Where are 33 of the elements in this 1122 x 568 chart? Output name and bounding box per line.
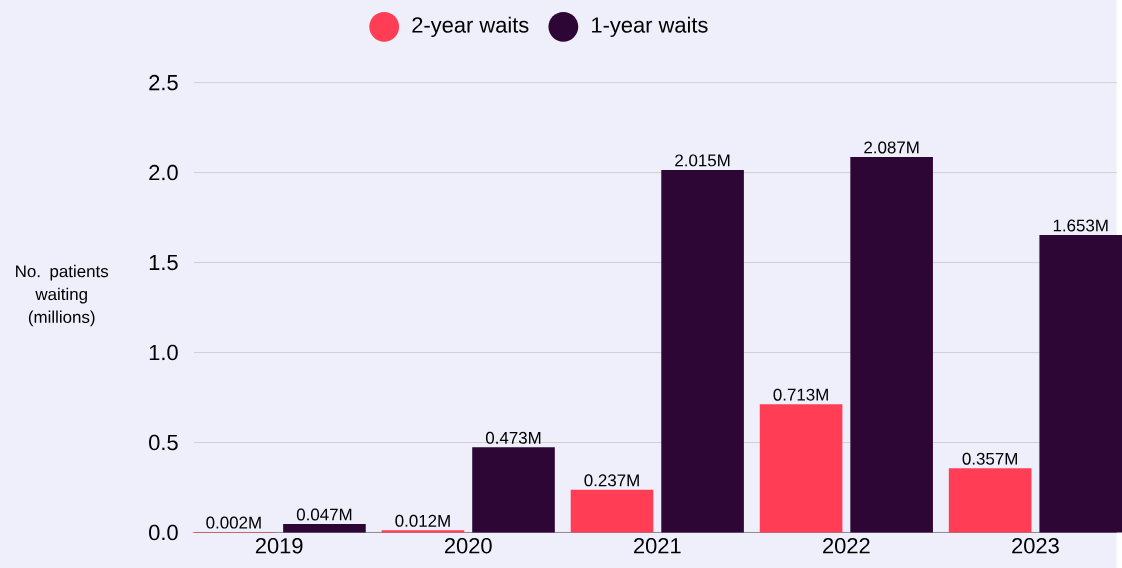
data-label: 0.237M (584, 474, 639, 487)
y-tick-label: 2.0 (149, 164, 178, 181)
y-tick-label: 0.5 (149, 434, 178, 451)
y-tick-label: 1.0 (149, 344, 178, 361)
bar (948, 468, 1032, 533)
bar (472, 447, 555, 533)
x-tick-label: 2020 (444, 537, 492, 554)
data-label: 0.357M (962, 452, 1017, 465)
x-tick-label: 2021 (634, 537, 681, 554)
legend-label: 1-year waits (592, 16, 708, 37)
bar (759, 404, 843, 533)
data-label: 0.473M (485, 431, 541, 444)
data-label: 1.653M (1053, 219, 1108, 232)
y-tick-label: 0.0 (149, 524, 178, 541)
y-tick-label: 2.5 (149, 74, 178, 91)
data-label: 0.002M (206, 516, 261, 529)
data-label: 0.047M (296, 508, 352, 521)
y-tick-label: 1.5 (149, 254, 178, 271)
bar (661, 169, 744, 533)
bar (850, 156, 933, 533)
y-axis-title: No. patients waiting (millions) (16, 264, 109, 327)
bar (1039, 234, 1122, 533)
bar (570, 489, 654, 533)
data-label: 0.713M (773, 388, 828, 401)
bar (283, 523, 366, 533)
x-tick-label: 2022 (823, 537, 870, 554)
data-label: 2.015M (675, 154, 730, 167)
legend-label: 2-year waits (412, 16, 529, 37)
x-tick-label: 2019 (255, 537, 303, 554)
bar (381, 530, 465, 533)
x-tick-label: 2023 (1012, 537, 1059, 554)
data-label: 0.012M (395, 514, 450, 527)
data-label: 2.087M (864, 141, 919, 154)
